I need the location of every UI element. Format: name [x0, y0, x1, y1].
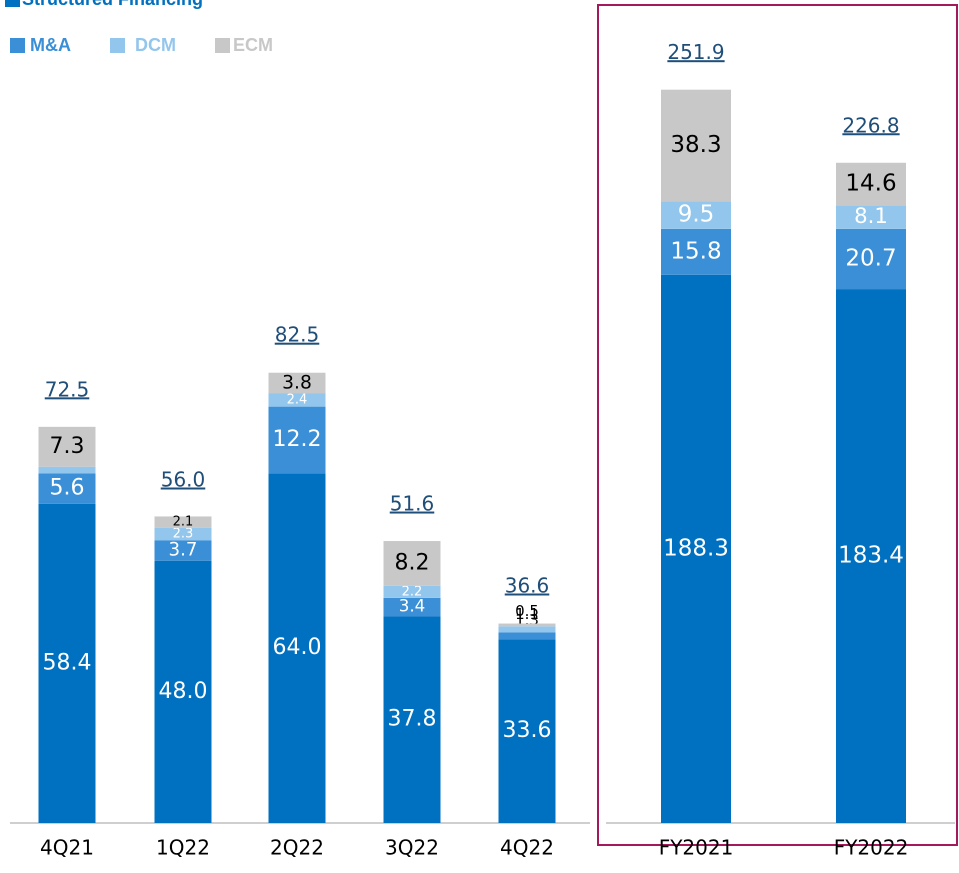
legend-swatch: [5, 0, 20, 7]
value-label: 0.5: [515, 602, 539, 620]
bar-segment: [498, 632, 556, 640]
x-tick-label: 2Q22: [270, 836, 324, 860]
total-label: 251.9: [667, 40, 724, 64]
value-label: 33.6: [503, 718, 552, 743]
bar-segment: [154, 540, 212, 561]
legend-label: DCM: [135, 35, 176, 55]
bar-segment: [498, 623, 556, 627]
value-label: 2.4: [287, 393, 308, 408]
value-label: 2.3: [173, 527, 194, 542]
value-label: 7.3: [50, 434, 85, 459]
value-label: 9.5: [678, 202, 715, 228]
bar-segment: [498, 639, 556, 823]
bar-segment: [383, 597, 441, 617]
bar-segment: [498, 626, 556, 633]
bar-segment: [661, 201, 731, 229]
value-label: 15.8: [670, 238, 721, 264]
total-label: 56.0: [161, 468, 206, 492]
legend-swatch: [10, 38, 25, 53]
bar-segment: [661, 89, 731, 202]
legend-label: M&A: [30, 35, 71, 55]
bar-segment: [836, 228, 906, 290]
highlight-frame: [597, 4, 958, 846]
value-label: 38.3: [670, 132, 721, 158]
value-label: 58.4: [43, 650, 92, 675]
bar-segment: [38, 466, 96, 474]
value-label: 3.4: [399, 596, 426, 616]
value-label: 2.2: [402, 584, 423, 599]
bar-segment: [836, 162, 906, 206]
total-label: 36.6: [505, 574, 550, 598]
value-label: 8.2: [395, 550, 430, 575]
value-label: 2.1: [173, 515, 194, 530]
value-label: 14.6: [845, 171, 896, 197]
bar-segment: [154, 527, 212, 541]
x-tick-label: FY2022: [834, 836, 909, 860]
bar-segment: [38, 426, 96, 467]
value-label: 20.7: [845, 245, 896, 271]
value-label: 64.0: [273, 635, 322, 660]
total-label: 51.6: [390, 492, 435, 516]
x-tick-label: 4Q22: [500, 836, 554, 860]
value-label: 37.8: [388, 707, 437, 732]
bar-segment: [38, 503, 96, 823]
bar-segment: [836, 205, 906, 229]
bar-segment: [383, 616, 441, 823]
legend-swatch: [110, 38, 125, 53]
bar-segment: [268, 473, 326, 823]
x-tick-label: FY2021: [659, 836, 734, 860]
value-label: 3.7: [169, 540, 198, 561]
value-label: 183.4: [838, 543, 904, 569]
value-label: 5.6: [50, 476, 85, 501]
bar-segment: [38, 473, 96, 504]
value-label: 188.3: [663, 535, 729, 561]
legend-swatch: [215, 38, 230, 53]
bar-segment: [383, 541, 441, 586]
total-label: 72.5: [45, 377, 90, 401]
bar-segment: [268, 372, 326, 394]
bar-segment: [268, 406, 326, 474]
x-tick-label: 1Q22: [156, 836, 210, 860]
bar-segment: [154, 560, 212, 823]
value-label: 3.8: [282, 373, 312, 394]
value-label: 48.0: [159, 679, 208, 704]
bar-segment: [268, 393, 326, 407]
legend-label: ECM: [233, 35, 273, 55]
value-label: 1.1: [515, 605, 539, 623]
bar-segment: [661, 274, 731, 823]
total-label: 226.8: [842, 113, 899, 137]
value-label: 12.2: [273, 427, 322, 452]
bar-segment: [836, 289, 906, 823]
value-label: 8.1: [854, 204, 888, 229]
x-tick-label: 3Q22: [385, 836, 439, 860]
legend-label: Structured Financing: [22, 0, 203, 9]
bar-segment: [154, 516, 212, 528]
bar-segment: [383, 585, 441, 598]
x-tick-label: 4Q21: [40, 836, 94, 860]
total-label: 82.5: [275, 323, 320, 347]
bar-segment: [661, 228, 731, 275]
